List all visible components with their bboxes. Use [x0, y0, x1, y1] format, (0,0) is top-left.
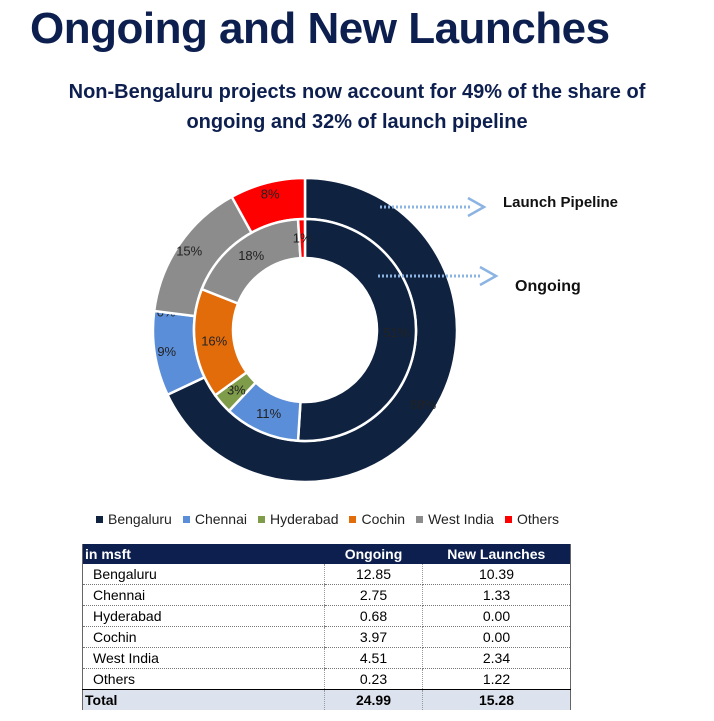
legend-label: Cochin [361, 511, 406, 527]
total-label: Total [82, 689, 325, 710]
ongoing-value: 0.23 [324, 668, 423, 690]
launch-value: 0.00 [422, 626, 571, 648]
table-row: Bengaluru 12.85 10.39 [82, 564, 571, 585]
table-row: Cochin 3.97 0.00 [82, 626, 571, 648]
page-title: Ongoing and New Launches [30, 4, 610, 53]
ongoing-arrow-head [479, 265, 499, 287]
outer-label-west-india: 15% [176, 243, 202, 258]
ongoing-value: 3.97 [324, 626, 423, 648]
legend-item-cochin: Cochin [349, 511, 405, 527]
inner-slice-bengaluru [296, 217, 418, 443]
area-table: in msft Ongoing New Launches Bengaluru 1… [82, 544, 571, 710]
legend-item-bengaluru: Bengaluru [96, 511, 172, 527]
legend-label: Others [516, 511, 559, 527]
page-subtitle: Non-Bengaluru projects now account for 4… [0, 77, 714, 137]
ongoing-callout: Ongoing [515, 278, 581, 295]
header-unit: in msft [82, 544, 325, 564]
launch-value: 1.22 [422, 668, 571, 690]
chart-legend: Bengaluru Chennai Hyderabad Cochin West Indi… [96, 510, 570, 528]
row-label: Chennai [82, 584, 325, 606]
legend-swatch [416, 515, 424, 523]
ongoing-value: 12.85 [324, 564, 423, 585]
header-new-launches: New Launches [422, 544, 571, 564]
table-row: Others 0.23 1.22 [82, 668, 571, 690]
outer-label-others: 8% [261, 186, 280, 201]
legend-swatch [349, 515, 357, 523]
ongoing-value: 4.51 [324, 647, 423, 669]
inner-label-chennai: 11% [256, 406, 281, 421]
inner-label-cochin: 16% [201, 333, 227, 348]
outer-label-chennai: 9% [157, 344, 176, 359]
total-ongoing: 24.99 [324, 689, 423, 710]
row-label: West India [82, 647, 325, 669]
legend-item-chennai: Chennai [182, 511, 247, 527]
header-ongoing: Ongoing [324, 544, 423, 564]
ongoing-value: 2.75 [324, 584, 423, 606]
total-row: Total 24.99 15.28 [82, 689, 571, 710]
inner-label-others: 1% [293, 231, 312, 246]
inner-label-hyderabad: 3% [227, 383, 246, 398]
table-header-row: in msft Ongoing New Launches [82, 544, 571, 564]
ongoing-value: 0.68 [324, 605, 423, 627]
legend-label: Chennai [194, 511, 247, 527]
table-row: Chennai 2.75 1.33 [82, 584, 571, 606]
subtitle-line-2: ongoing and 32% of launch pipeline [186, 111, 528, 133]
row-label: Others [82, 668, 325, 690]
donut-chart: 68%9%0%15%8%51%11%3%16%18%1%Launch Pipel… [151, 176, 618, 484]
legend-label: West India [428, 511, 494, 527]
legend-label: Hyderabad [269, 511, 339, 527]
row-label: Hyderabad [82, 605, 325, 627]
legend-item-others: Others [504, 511, 559, 527]
legend-swatch [257, 515, 265, 523]
launch-value: 2.34 [422, 647, 571, 669]
legend-item-west-india: West India [416, 511, 494, 527]
legend-swatch [504, 515, 512, 523]
launch-pipeline-arrow-head [467, 196, 487, 218]
table-row: West India 4.51 2.34 [82, 647, 571, 669]
row-label: Bengaluru [82, 564, 325, 585]
legend-swatch [182, 515, 190, 523]
legend-swatch [96, 515, 103, 523]
launch-value: 1.33 [422, 584, 571, 606]
inner-slice-others [296, 217, 307, 260]
inner-label-west-india: 18% [238, 248, 264, 263]
total-launches: 15.28 [422, 689, 571, 710]
row-label: Cochin [82, 626, 325, 648]
legend-label: Bengaluru [108, 511, 172, 527]
launch-pipeline-callout: Launch Pipeline [503, 194, 618, 211]
outer-label-bengaluru: 68% [410, 397, 436, 412]
subtitle-line-1: Non-Bengaluru projects now account for 4… [68, 81, 646, 103]
legend-item-hyderabad: Hyderabad [257, 511, 339, 527]
inner-label-bengaluru: 51% [383, 325, 409, 340]
table-row: Hyderabad 0.68 0.00 [82, 605, 571, 627]
launch-value: 10.39 [422, 564, 571, 585]
launch-value: 0.00 [422, 605, 571, 627]
